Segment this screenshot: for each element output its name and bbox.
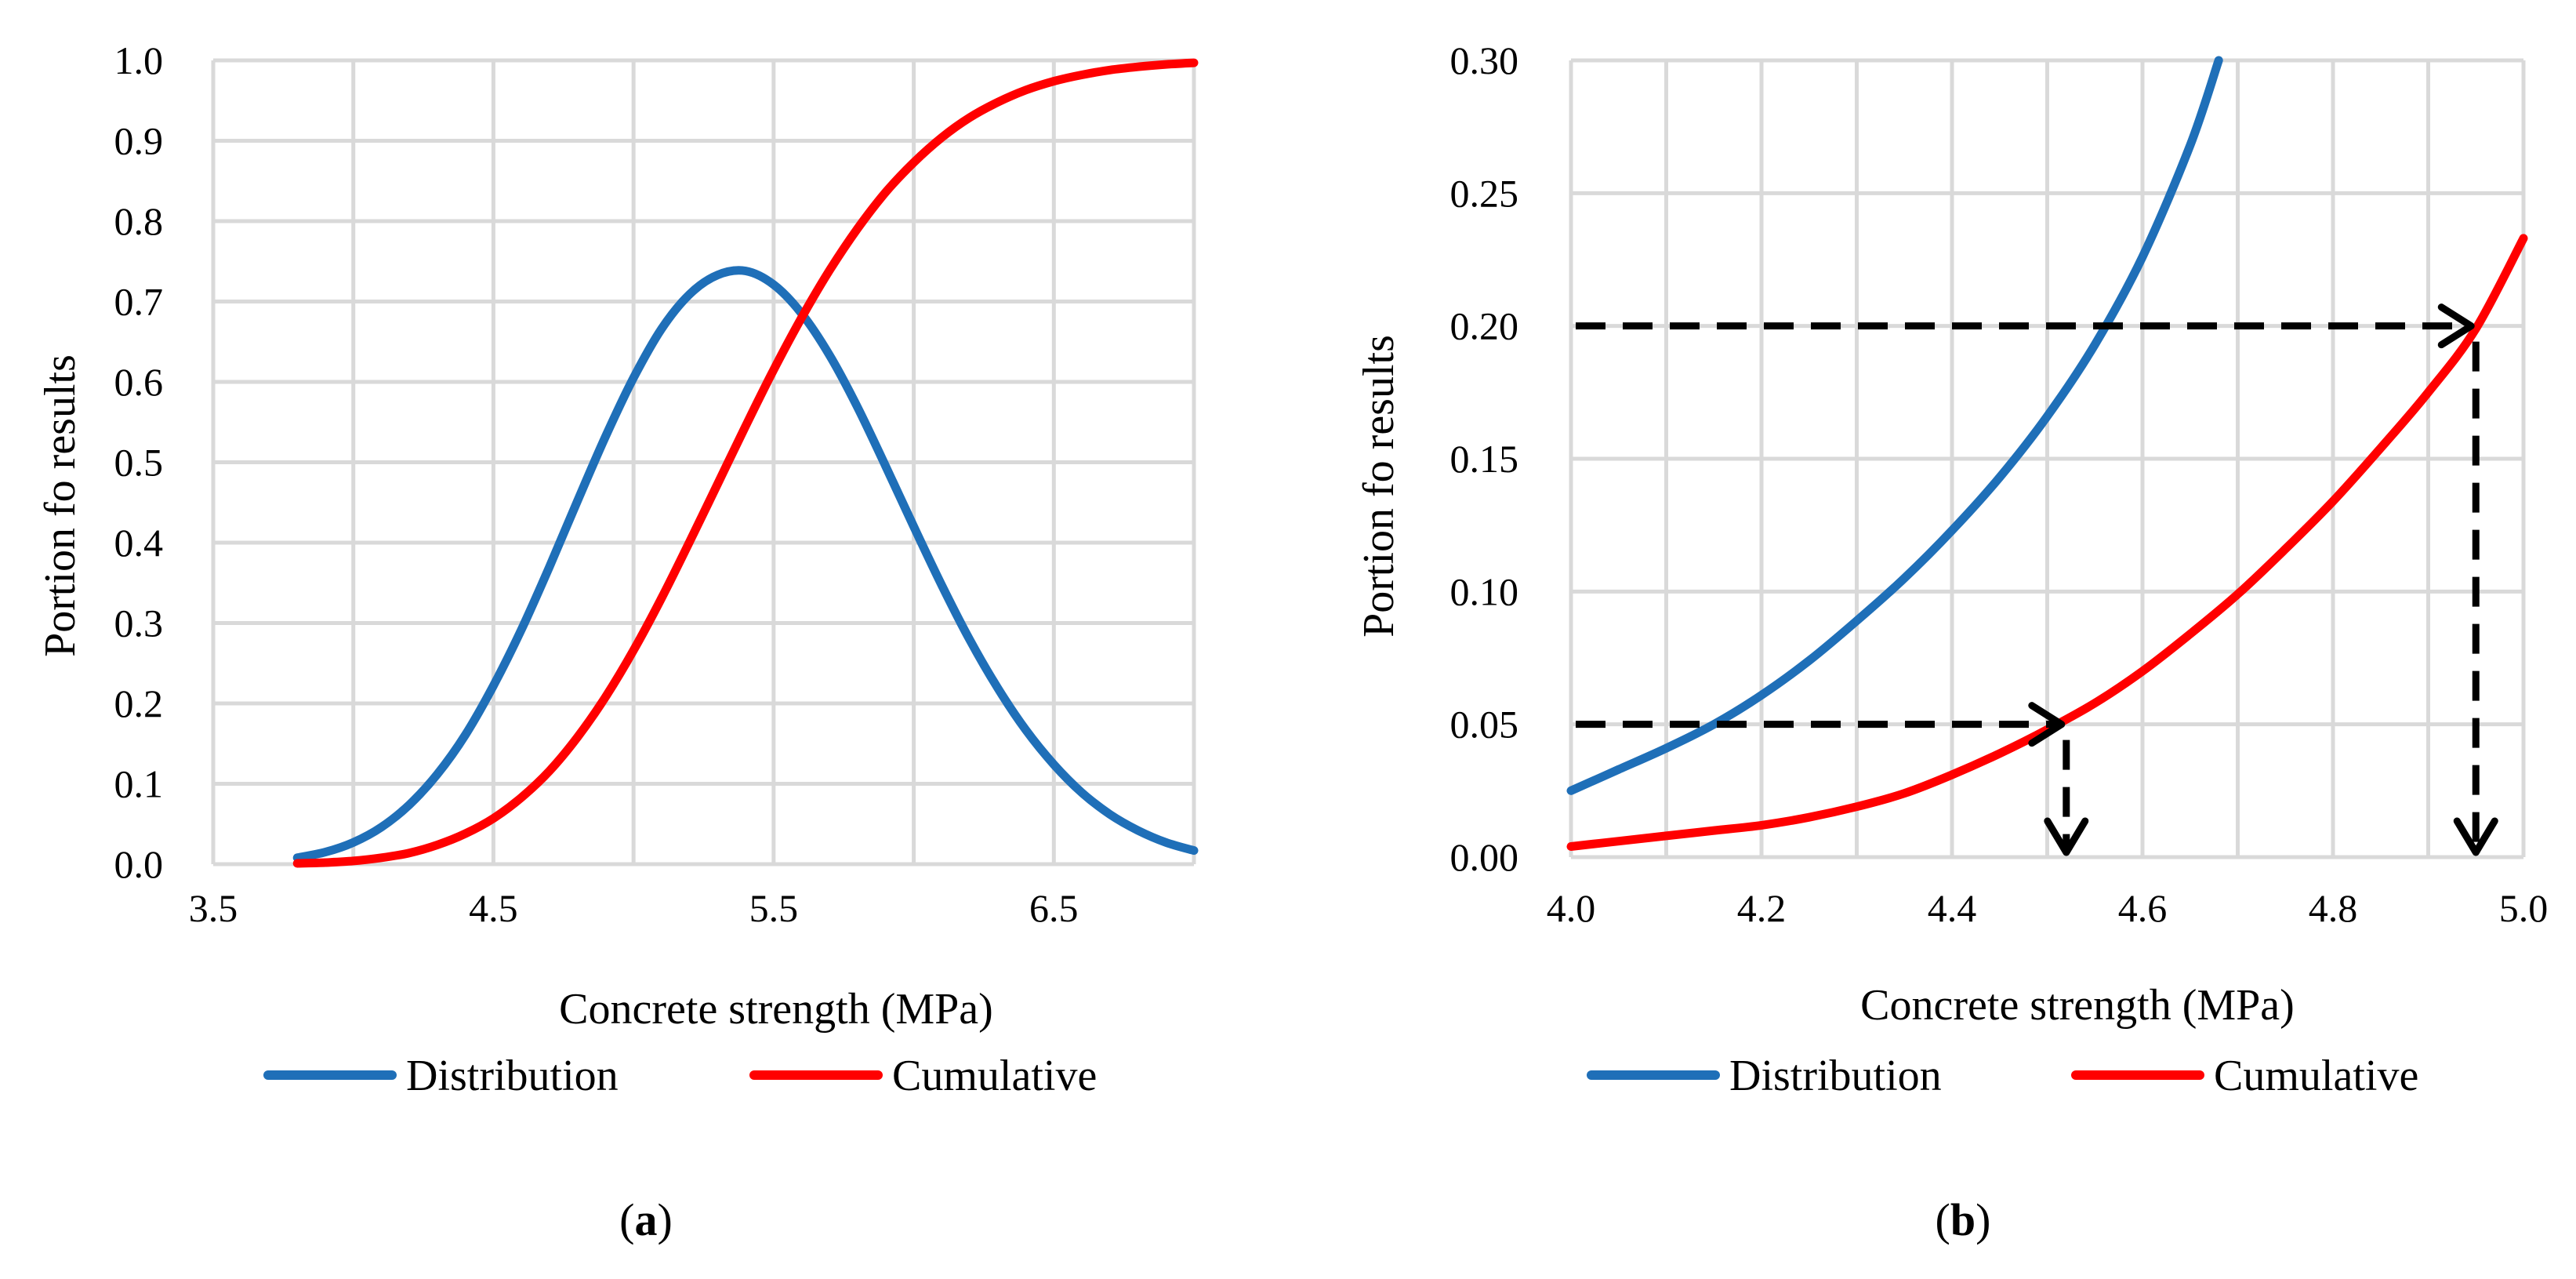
chart-b-tick-labels: 0.00 0.05 0.10 0.15 0.20 0.25 0.30 4.0 4.2 4.4 4.6… [1450,38,2549,930]
chart-a-series [292,58,1199,868]
chart-b-xtick-label: 4.8 [2309,886,2358,930]
chart-a-ytick-label: 1.0 [114,38,164,82]
chart-b-y-axis-label: Portion fo results [1355,335,1403,638]
chart-a-ytick-label: 0.0 [114,842,164,886]
chart-b-ytick-label: 0.30 [1450,38,1519,82]
svg-text:(a): (a) [619,1194,673,1245]
chart-b-legend-distribution-label: Distribution [1729,1052,1942,1100]
chart-a-xtick-label: 5.5 [749,886,799,930]
chart-b-ytick-label: 0.20 [1450,304,1519,348]
chart-b-series [1566,56,2528,851]
chart-panel-a: 0.0 0.1 0.2 0.3 0.4 0.5 0.6 0.7 0.8 0.9 1.0 3.5 4.5 5… [36,38,1199,1245]
chart-a-ytick-label: 0.8 [114,199,164,243]
chart-a-series-distribution [292,266,1199,863]
chart-a-caption-close: ) [658,1194,673,1245]
svg-text:(b): (b) [1936,1194,1991,1245]
chart-b-caption-letter: b [1950,1194,1976,1245]
chart-b-guide-arrow-right-1 [2028,702,2066,747]
chart-a-xtick-label: 3.5 [189,886,238,930]
chart-a-ytick-label: 0.9 [114,119,164,163]
chart-b-caption-close: ) [1976,1194,1990,1245]
chart-a-gridlines [211,58,1196,867]
chart-b-ytick-label: 0.10 [1450,569,1519,613]
chart-b-gridlines [1569,58,2526,859]
chart-a-ytick-label: 0.5 [114,441,164,485]
chart-a-xtick-label: 4.5 [469,886,518,930]
chart-b-xtick-label: 5.0 [2499,886,2549,930]
chart-b-xtick-label: 4.6 [2118,886,2168,930]
chart-b-series-cumulative [1566,234,2528,851]
chart-a-xtick-label: 6.5 [1029,886,1079,930]
chart-a-y-axis-label: Portion fo results [36,354,85,657]
chart-a-x-axis-label: Concrete strength (MPa) [559,985,993,1034]
chart-a-ytick-label: 0.3 [114,601,164,645]
chart-a-legend-cumulative-label: Cumulative [892,1052,1097,1100]
chart-b-series-distribution [1566,56,2223,795]
chart-a-ytick-label: 0.6 [114,360,164,404]
chart-a-caption: (a) [619,1194,673,1245]
chart-panel-b: 0.00 0.05 0.10 0.15 0.20 0.25 0.30 4.0 4.2 4.4 4.6… [1355,38,2548,1245]
chart-b-ytick-label: 0.00 [1450,835,1519,879]
chart-b-guide-arrow-down-0 [2453,817,2498,856]
chart-b-caption: (b) [1936,1194,1991,1245]
chart-a-tick-labels: 0.0 0.1 0.2 0.3 0.4 0.5 0.6 0.7 0.8 0.9 1.0 3.5 4.5 5… [114,38,1079,930]
chart-b-xtick-label: 4.2 [1737,886,1787,930]
chart-b-guide-arrow-down-1 [2044,817,2089,856]
chart-b-guides [1576,303,2498,856]
chart-a-caption-open: ( [619,1194,634,1245]
chart-a-ytick-label: 0.4 [114,521,164,565]
chart-b-xtick-label: 4.4 [1928,886,1977,930]
chart-b-ytick-label: 0.15 [1450,437,1519,481]
chart-b-ytick-label: 0.05 [1450,703,1519,747]
chart-a-ytick-label: 0.2 [114,681,164,725]
chart-b-legend-cumulative-label: Cumulative [2214,1052,2418,1100]
chart-a-series-cumulative [292,58,1199,868]
chart-b-xtick-label: 4.0 [1547,886,1596,930]
chart-a-legend-distribution-label: Distribution [406,1052,619,1100]
chart-b-ytick-label: 0.25 [1450,171,1519,215]
chart-a-caption-letter: a [635,1194,658,1245]
chart-a-legend: Distribution Cumulative [263,1052,1097,1100]
chart-a-ytick-label: 0.1 [114,762,164,806]
chart-b-x-axis-label: Concrete strength (MPa) [1860,981,2295,1030]
chart-b-caption-open: ( [1936,1194,1950,1245]
chart-b-guide-arrow-right-0 [2437,303,2475,349]
chart-b-legend: Distribution Cumulative [1587,1052,2418,1100]
chart-a-ytick-label: 0.7 [114,280,164,324]
